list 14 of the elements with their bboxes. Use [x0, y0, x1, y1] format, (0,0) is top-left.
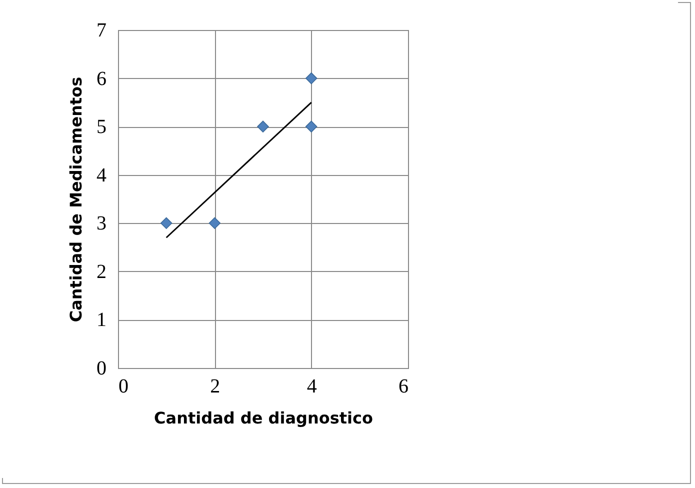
y-tick-label: 6 [96, 68, 106, 90]
x-tick-label: 4 [306, 376, 317, 398]
y-tick-label: 3 [96, 212, 106, 235]
y-tick-label: 2 [96, 260, 106, 283]
x-axis-title: Cantidad de diagnostico [154, 408, 373, 428]
x-tick-label: 2 [210, 376, 220, 398]
x-tick-label: 6 [398, 376, 408, 398]
y-tick-label: 7 [96, 20, 106, 42]
y-tick-label: 5 [96, 116, 106, 138]
y-tick-label: 0 [96, 358, 106, 380]
y-tick-label: 4 [96, 164, 106, 186]
y-axis-title: Cantidad de Medicamentos [66, 76, 86, 322]
x-tick-label: 0 [118, 376, 128, 398]
y-tick-label: 1 [96, 309, 106, 332]
